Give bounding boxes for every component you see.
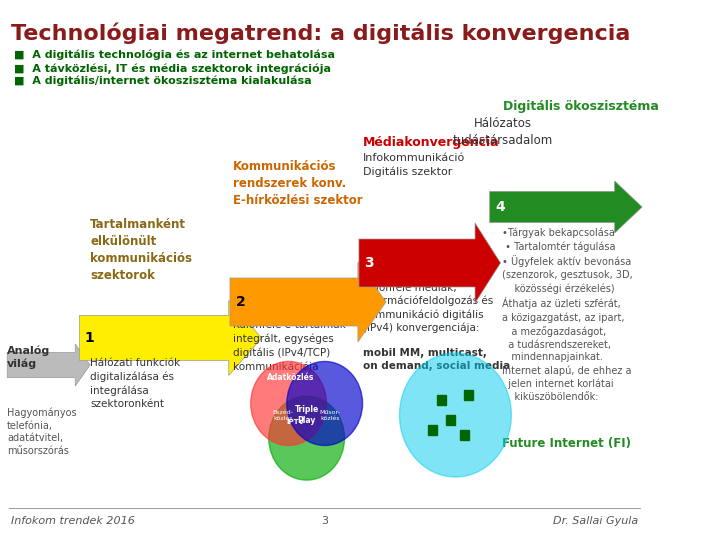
Text: 2: 2	[235, 295, 245, 309]
Text: 3: 3	[364, 256, 374, 270]
Circle shape	[251, 361, 326, 446]
Bar	[437, 395, 446, 405]
Text: Triple
Play: Triple Play	[294, 406, 319, 424]
Text: Hálózati funkciók
digitalizálása és
integrálása
szektoronként: Hálózati funkciók digitalizálása és inte…	[90, 358, 180, 409]
Text: Különféle médiák,
információfeldolgozás és
kommunikáció digitális
(IPv4) konverg: Különféle médiák, információfeldolgozás …	[363, 283, 492, 333]
Text: Médiakonvergencia: Médiakonvergencia	[363, 136, 499, 149]
Polygon shape	[230, 262, 386, 342]
Text: ■  A digitális/internet ökoszisztéma kialakulása: ■ A digitális/internet ökoszisztéma kial…	[14, 76, 312, 86]
Text: Digitális ökoszisztéma: Digitális ökoszisztéma	[503, 100, 659, 113]
Bar	[464, 390, 474, 400]
Bar	[446, 415, 456, 425]
Text: Infokommunikáció
Digitális szektor: Infokommunikáció Digitális szektor	[363, 153, 465, 177]
Text: Kommunikációs
rendszerek konv.
E-hírközlési szektor: Kommunikációs rendszerek konv. E-hírközl…	[233, 160, 362, 207]
Text: IPTV: IPTV	[287, 419, 305, 425]
Bar	[460, 430, 469, 440]
Text: mobil MM, multicast,
on demand, social media: mobil MM, multicast, on demand, social m…	[363, 348, 510, 371]
Text: Infokom trendek 2016: Infokom trendek 2016	[11, 516, 135, 526]
Circle shape	[287, 361, 363, 446]
Text: Tartalmanként
elkülönült
kommunikációs
szektorok: Tartalmanként elkülönült kommunikációs s…	[90, 218, 192, 282]
Circle shape	[400, 353, 511, 477]
Text: Technológiai megatrend: a digitális konvergencia: Technológiai megatrend: a digitális konv…	[11, 22, 630, 44]
Polygon shape	[79, 300, 261, 375]
Text: Hálózatos
tudástársadalom: Hálózatos tudástársadalom	[453, 117, 554, 146]
Text: Analóg
világ: Analóg világ	[7, 345, 50, 368]
Text: Adatközlés: Adatközlés	[266, 373, 314, 382]
Text: Bszéd-
közlés: Bszéd- közlés	[273, 410, 294, 421]
Polygon shape	[490, 181, 642, 233]
Text: •Tárgyak bekapcsolása
 • Tartalomtér tágulása
• Ügyfelek aktív bevonása
(szenzor: •Tárgyak bekapcsolása • Tartalomtér tágu…	[503, 228, 633, 402]
Polygon shape	[359, 223, 500, 303]
Text: Future Internet (FI): Future Internet (FI)	[503, 437, 631, 450]
Bar	[428, 425, 437, 435]
Text: Különféle e-tartalmak
integrált, egységes
digitális (IPv4/TCP)
kommunikációja: Különféle e-tartalmak integrált, egysége…	[233, 320, 346, 372]
Text: ■  A távközlési, IT és média szektorok integrációja: ■ A távközlési, IT és média szektorok in…	[14, 63, 331, 73]
Polygon shape	[7, 344, 90, 386]
Text: Dr. Sallai Gyula: Dr. Sallai Gyula	[553, 516, 639, 526]
Text: 1: 1	[85, 331, 94, 345]
Circle shape	[269, 396, 344, 480]
Text: Műsor-
közlés: Műsor- közlés	[320, 410, 341, 421]
Text: Hagyományos
telefónia,
adatátvitel,
műsorszórás: Hagyományos telefónia, adatátvitel, műso…	[7, 408, 77, 456]
Text: 4: 4	[495, 200, 505, 214]
Text: ■  A digitális technológia és az internet behatolása: ■ A digitális technológia és az internet…	[14, 50, 336, 60]
Text: 3: 3	[321, 516, 328, 526]
